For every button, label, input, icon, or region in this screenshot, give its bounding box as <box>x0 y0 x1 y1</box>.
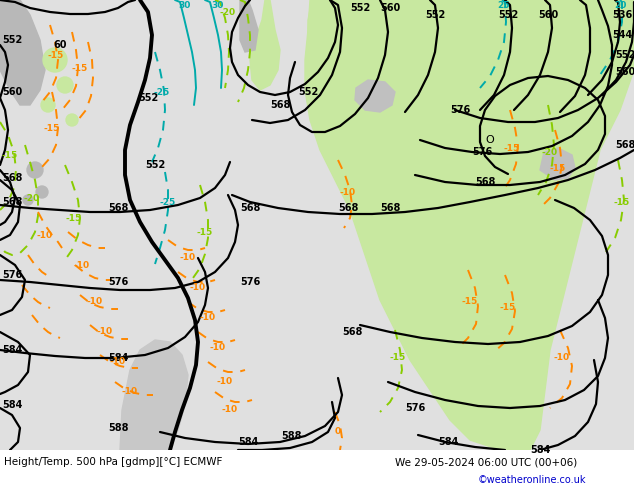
Text: 568: 568 <box>615 140 634 150</box>
Text: 568: 568 <box>338 203 358 213</box>
Text: -10: -10 <box>340 188 356 196</box>
Text: -15: -15 <box>550 164 566 172</box>
Text: 568: 568 <box>270 100 290 110</box>
Polygon shape <box>305 0 634 450</box>
Text: 584: 584 <box>2 400 22 410</box>
Text: 588: 588 <box>108 423 129 433</box>
Text: 552: 552 <box>145 160 165 170</box>
Text: 552: 552 <box>298 87 318 97</box>
Text: Height/Temp. 500 hPa [gdmp][°C] ECMWF: Height/Temp. 500 hPa [gdmp][°C] ECMWF <box>4 457 223 467</box>
Circle shape <box>41 98 55 112</box>
Text: 552: 552 <box>498 10 518 20</box>
Text: -10: -10 <box>200 314 216 322</box>
Text: 552: 552 <box>615 50 634 60</box>
Text: 560: 560 <box>615 67 634 77</box>
Polygon shape <box>0 0 45 105</box>
Text: 0: 0 <box>335 427 341 437</box>
Text: 576: 576 <box>240 277 260 287</box>
Text: 560: 560 <box>380 3 400 13</box>
Text: -10: -10 <box>180 253 196 263</box>
Polygon shape <box>308 0 330 60</box>
Text: 30: 30 <box>179 0 191 9</box>
Text: -25: -25 <box>154 88 170 97</box>
Text: 584: 584 <box>238 437 258 447</box>
Text: 576: 576 <box>405 403 425 413</box>
Text: 560: 560 <box>538 10 558 20</box>
Text: 25: 25 <box>498 0 510 9</box>
Text: We 29-05-2024 06:00 UTC (00+06): We 29-05-2024 06:00 UTC (00+06) <box>395 457 577 467</box>
Text: 552: 552 <box>350 3 370 13</box>
Text: 544: 544 <box>612 30 632 40</box>
Circle shape <box>36 186 48 198</box>
Polygon shape <box>120 340 188 450</box>
Text: -15: -15 <box>500 303 516 313</box>
Text: -15: -15 <box>390 353 406 363</box>
Text: 568: 568 <box>108 203 128 213</box>
Text: 552: 552 <box>425 10 445 20</box>
Text: 20: 20 <box>614 0 626 9</box>
Text: -10: -10 <box>217 377 233 387</box>
Text: -15: -15 <box>44 123 60 132</box>
Text: -25: -25 <box>160 197 176 206</box>
Text: 560: 560 <box>2 87 22 97</box>
Polygon shape <box>240 0 258 52</box>
Circle shape <box>23 195 33 205</box>
Text: 576: 576 <box>2 270 22 280</box>
Text: 552: 552 <box>2 35 22 45</box>
Circle shape <box>57 77 73 93</box>
Text: -10: -10 <box>210 343 226 352</box>
Circle shape <box>27 162 43 178</box>
Text: -15: -15 <box>66 214 82 222</box>
Text: ©weatheronline.co.uk: ©weatheronline.co.uk <box>478 475 586 485</box>
Text: -10: -10 <box>37 230 53 240</box>
Text: 30: 30 <box>212 0 224 9</box>
Text: 60: 60 <box>53 40 67 50</box>
Text: 584: 584 <box>2 345 22 355</box>
Text: -20: -20 <box>220 7 236 17</box>
Text: 536: 536 <box>612 10 632 20</box>
Text: -20: -20 <box>542 147 558 156</box>
Text: -10: -10 <box>554 353 570 363</box>
Polygon shape <box>355 80 395 112</box>
Text: -15: -15 <box>72 64 88 73</box>
Text: 568: 568 <box>2 173 22 183</box>
Text: 568: 568 <box>240 203 261 213</box>
Text: 568: 568 <box>475 177 495 187</box>
Text: 568: 568 <box>342 327 362 337</box>
Text: -10: -10 <box>110 358 126 367</box>
Text: -10: -10 <box>74 261 90 270</box>
Text: 576: 576 <box>450 105 470 115</box>
Text: 588: 588 <box>281 431 302 441</box>
Text: 576: 576 <box>108 277 128 287</box>
Text: 568: 568 <box>2 197 22 207</box>
Polygon shape <box>250 0 280 90</box>
Text: -15: -15 <box>48 50 64 59</box>
Text: 584: 584 <box>108 353 128 363</box>
Text: -10: -10 <box>87 297 103 307</box>
Text: 552: 552 <box>138 93 158 103</box>
Polygon shape <box>540 148 575 180</box>
Text: -15: -15 <box>2 150 18 160</box>
Text: -15: -15 <box>462 297 478 307</box>
Text: -20: -20 <box>24 194 40 202</box>
Text: -10: -10 <box>97 327 113 337</box>
Text: 568: 568 <box>380 203 401 213</box>
Text: -15: -15 <box>197 227 213 237</box>
Circle shape <box>66 114 78 126</box>
Text: -10: -10 <box>222 406 238 415</box>
Text: -15: -15 <box>504 144 520 152</box>
Text: -15: -15 <box>614 197 630 206</box>
Text: -10: -10 <box>190 284 206 293</box>
Text: 584: 584 <box>438 437 458 447</box>
Text: -10: -10 <box>122 388 138 396</box>
Circle shape <box>43 48 67 72</box>
Text: O: O <box>486 135 495 145</box>
Text: 576: 576 <box>472 147 492 157</box>
Text: 584: 584 <box>530 445 550 455</box>
